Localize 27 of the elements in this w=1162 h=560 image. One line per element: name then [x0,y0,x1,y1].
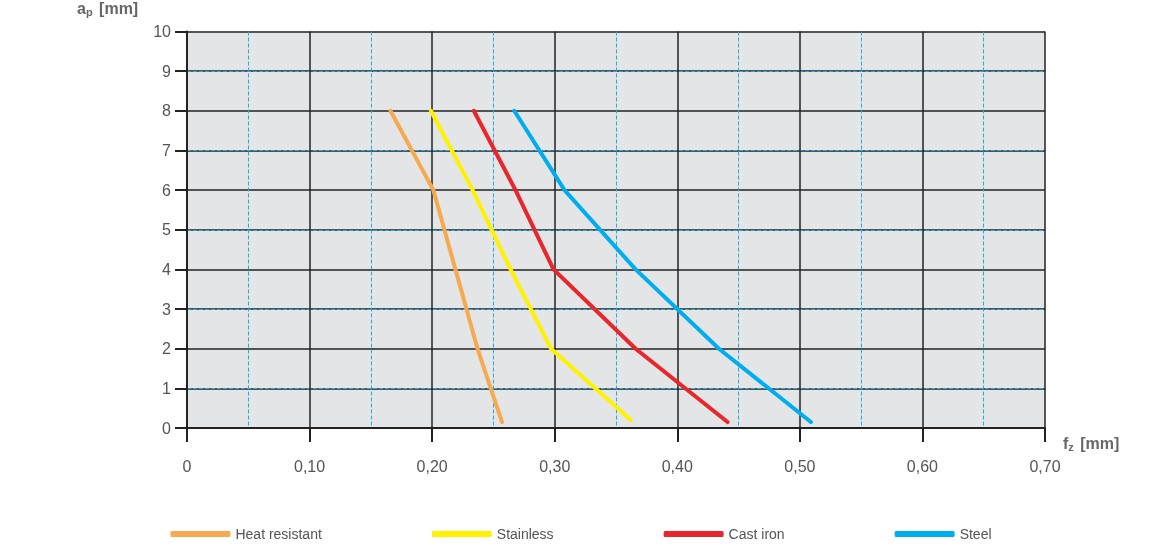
y-tick-label: 7 [162,141,172,159]
y-tick-label: 0 [162,419,172,437]
y-tick-label: 9 [162,62,172,80]
line-series [512,108,813,425]
x-tick-label: 0,10 [294,457,326,475]
x-tick-label: 0,50 [784,457,816,475]
y-tick-label: 1 [162,379,172,397]
x-tick-label: 0,20 [416,457,448,475]
legend-label: Heat resistant [235,526,322,542]
x-tick-label: 0,60 [906,457,939,475]
y-tick-label: 3 [162,300,172,318]
line-series [388,108,505,425]
y-tick-label: 4 [162,260,172,278]
line-series [471,108,730,425]
y-tick-label: 5 [162,221,172,239]
line-series [428,108,633,423]
legend-label: Steel [959,526,992,542]
x-tick-label: 0,70 [1029,457,1061,475]
x-tick-label: 0 [182,457,192,475]
legend-label: Stainless [496,526,554,542]
y-tick-label: 8 [162,102,172,120]
y-tick-label: 2 [162,340,172,358]
x-tick-label: 0,40 [661,457,693,475]
y-tick-label: 6 [162,181,172,199]
x-tick-label: 0,30 [539,457,571,475]
legend-label: Cast iron [728,526,785,542]
y-tick-label: 10 [153,23,172,40]
